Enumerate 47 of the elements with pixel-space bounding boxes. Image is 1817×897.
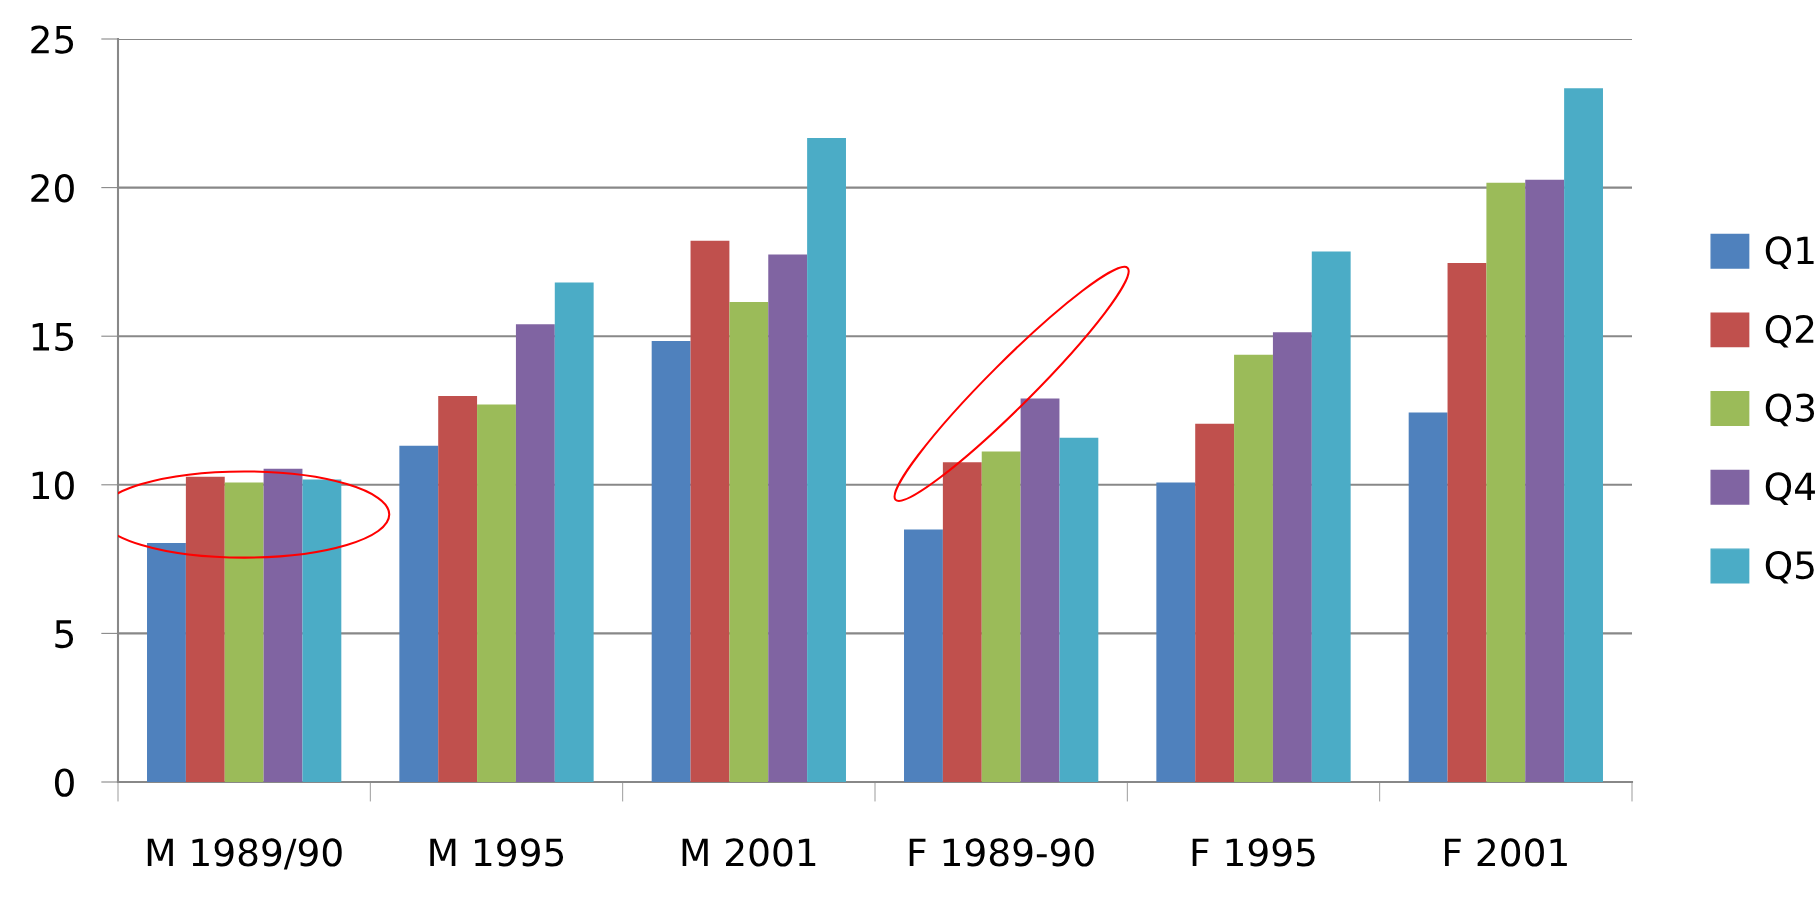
- bar: [185, 476, 225, 782]
- bar: [1195, 423, 1235, 782]
- x-tick-label: M 2001: [682, 838, 816, 867]
- legend-label: Q3: [1765, 393, 1815, 427]
- x-tick-label: M 1989/90: [147, 838, 342, 870]
- x-tick-label: F 1989-90: [909, 838, 1094, 867]
- bar: [1408, 412, 1448, 782]
- bar: [807, 137, 846, 782]
- x-tick-label: F 2001: [1445, 838, 1567, 867]
- y-tick-label: 25: [31, 25, 74, 54]
- bar: [1156, 482, 1196, 782]
- bar: [554, 282, 594, 782]
- bar: [768, 254, 808, 782]
- x-tick-label: M 1995: [430, 838, 564, 867]
- y-tick-label: 15: [32, 323, 74, 351]
- bar: [263, 468, 303, 782]
- bar: [1447, 263, 1487, 782]
- bar: [399, 445, 439, 782]
- bar: [981, 451, 1021, 782]
- y-tick-label: 20: [31, 174, 74, 203]
- bar: [224, 482, 264, 782]
- y-tick-label: 0: [54, 768, 74, 797]
- y-tick-label: 5: [55, 620, 74, 649]
- legend-label: Q4: [1765, 472, 1815, 505]
- x-tick-label: F 1995: [1192, 838, 1315, 867]
- bar: [1272, 332, 1312, 782]
- bar: [1525, 179, 1565, 782]
- bar: [942, 462, 982, 782]
- y-tick-label: 10: [32, 471, 74, 500]
- bar: [438, 395, 478, 782]
- bar: [690, 240, 730, 782]
- legend-label: Q2: [1765, 314, 1814, 348]
- bar: [1020, 398, 1060, 782]
- bar: [1234, 354, 1273, 782]
- bar: [651, 340, 691, 782]
- bar: [1059, 437, 1099, 782]
- bar: [147, 543, 186, 782]
- bar: [1564, 88, 1603, 782]
- legend-label: Q1: [1765, 236, 1814, 269]
- bar: [302, 479, 342, 782]
- bar: [904, 529, 943, 782]
- bar: [1486, 182, 1526, 782]
- bar: [729, 302, 769, 782]
- bar: [477, 404, 516, 782]
- bar: [1311, 251, 1351, 782]
- legend-label: Q5: [1765, 550, 1814, 584]
- bar: [515, 324, 555, 782]
